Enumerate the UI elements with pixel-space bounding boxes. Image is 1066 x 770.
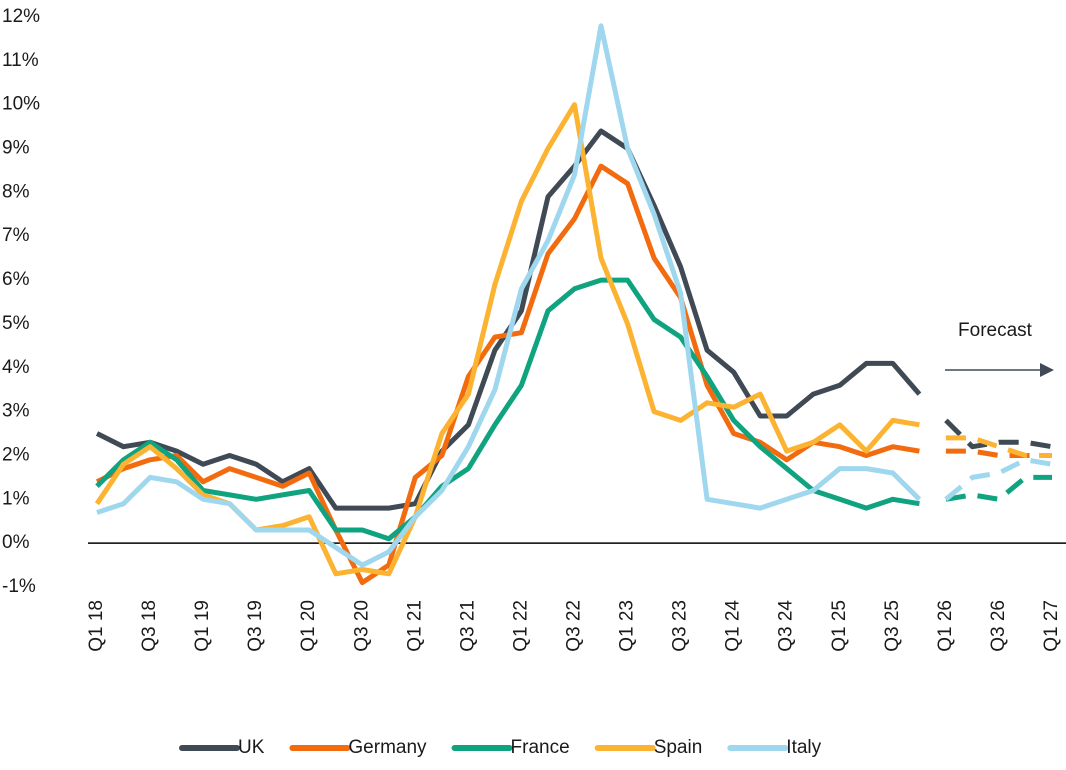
y-tick-label: -1% [2, 576, 36, 597]
y-tick-label: 6% [2, 269, 30, 290]
series-line [96, 23, 922, 568]
y-tick-label: 11% [2, 50, 39, 71]
x-tick-label: Q1 20 [298, 600, 319, 652]
legend-label: Germany [348, 737, 427, 758]
x-tick-label: Q1 24 [723, 600, 744, 652]
x-tick-label: Q3 21 [457, 600, 478, 652]
forecast-line [945, 474, 1052, 502]
x-tick-label: Q1 19 [192, 600, 213, 652]
y-tick-label: 1% [2, 488, 30, 509]
forecast-line [944, 457, 1053, 502]
y-tick-label: 3% [2, 401, 30, 422]
y-tick-label: 4% [2, 357, 30, 378]
x-tick-label: Q3 24 [776, 600, 797, 652]
legend-label: Italy [786, 737, 821, 758]
x-tick-label: Q3 22 [564, 600, 585, 652]
x-tick-label: Q3 18 [139, 600, 160, 652]
legend-label: France [511, 737, 570, 758]
y-tick-label: 5% [2, 313, 30, 334]
y-tick-label: 0% [2, 532, 30, 553]
x-tick-label: Q3 19 [245, 600, 266, 652]
x-tick-label: Q3 20 [351, 600, 372, 652]
forecast-line [945, 448, 1052, 458]
legend-label: Spain [654, 737, 703, 758]
legend-label: UK [238, 737, 265, 758]
x-tick-label: Q1 22 [510, 600, 531, 652]
y-tick-label: 2% [2, 444, 30, 465]
x-tick-label: Q3 25 [882, 600, 903, 652]
x-tick-label: Q3 26 [988, 600, 1009, 652]
annotation: Forecast [958, 320, 1033, 341]
forecast-line [944, 418, 1053, 450]
x-tick-label: Q1 21 [404, 600, 425, 652]
y-tick-label: 10% [2, 94, 40, 115]
forecast-arrowhead [1040, 363, 1054, 377]
x-tick-label: Q1 18 [86, 600, 107, 652]
forecast-line [945, 435, 1052, 458]
x-tick-label: Q1 27 [1041, 600, 1062, 652]
y-tick-label: 9% [2, 138, 30, 159]
x-tick-label: Q1 25 [829, 600, 850, 652]
x-tick-label: Q1 23 [617, 600, 638, 652]
series-line [95, 163, 920, 586]
y-tick-label: 12% [2, 6, 40, 27]
x-tick-label: Q3 23 [670, 600, 691, 652]
y-tick-label: 8% [2, 181, 30, 202]
legend: UK Germany France Spain Italy [179, 737, 822, 758]
series-line [95, 277, 920, 542]
x-tick-label: Q1 26 [935, 600, 956, 652]
y-tick-label: 7% [2, 225, 30, 246]
